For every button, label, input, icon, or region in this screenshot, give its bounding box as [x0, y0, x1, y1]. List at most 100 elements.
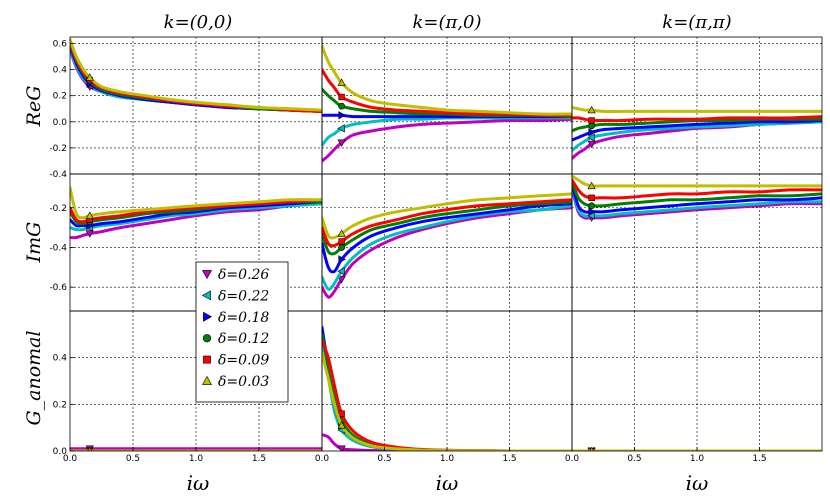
x-tick-label: 1.5 — [752, 454, 766, 464]
x-tick-label: 0.0 — [63, 454, 78, 464]
xlabel-col-1: iω — [436, 471, 459, 495]
legend-entry: δ=0.26 — [201, 267, 269, 283]
y-tick-label: 0.6 — [53, 40, 68, 50]
legend-label: δ=0.22 — [218, 288, 269, 304]
series-line-δ=0.09 — [322, 339, 572, 451]
series-group — [572, 446, 822, 451]
series-line-δ=0.12 — [572, 180, 822, 208]
series-marker-δ=0.22 — [337, 124, 345, 133]
series-group — [322, 44, 572, 163]
x-tick-label: 0.5 — [126, 454, 140, 464]
series-marker-δ=0.03 — [85, 73, 94, 81]
series-marker-δ=0.26 — [337, 445, 346, 451]
series-marker-δ=0.03 — [337, 229, 346, 237]
panel-ImG-col1 — [321, 173, 573, 312]
y-tick-label: -0.6 — [49, 283, 67, 293]
series-group — [572, 105, 822, 160]
series-marker-δ=0.03 — [587, 181, 596, 190]
legend-entry: δ=0.03 — [201, 374, 269, 390]
series-line-δ=0.03 — [70, 186, 322, 220]
series-marker-δ=0.09 — [338, 93, 345, 101]
ylabel-ganomal: G_anomal — [23, 330, 45, 425]
series-marker-δ=0.26 — [337, 139, 346, 147]
y-tick-label: 0.4 — [53, 66, 68, 76]
panel-G_anomal-col1: 0.0 0.5 1.0 1.5 — [315, 310, 573, 464]
x-tick-label: 1.0 — [440, 454, 455, 464]
x-tick-label: 1.0 — [189, 454, 204, 464]
legend-label: δ=0.18 — [218, 310, 269, 326]
y-tick-label: -0.4 — [49, 170, 67, 180]
series-group — [70, 38, 322, 113]
legend-label: δ=0.26 — [218, 267, 269, 283]
series-marker-δ=0.12 — [338, 102, 345, 110]
panel-ImG-col2 — [571, 173, 823, 312]
series-line-δ=0.09 — [322, 198, 572, 248]
series-line-δ=0.26 — [322, 117, 572, 163]
series-marker-δ=0.03 — [587, 105, 596, 114]
series-line-δ=0.09 — [572, 178, 822, 200]
series-line-δ=0.03 — [322, 351, 572, 451]
legend-marker — [203, 311, 213, 322]
plot-panels: -0.4 -0.2 0.0 0.2 0.4 0.6 -0.6 -0.4 -0.2 0.0 0.2 0.… — [49, 36, 823, 464]
series-marker-δ=0.22 — [337, 267, 345, 276]
legend-label: δ=0.03 — [218, 374, 269, 390]
series-group — [572, 174, 822, 222]
series-line-δ=0.18 — [322, 202, 572, 274]
legend-entry: δ=0.18 — [203, 310, 269, 326]
y-tick-label: -0.4 — [49, 243, 67, 253]
series-marker-δ=0.09 — [338, 238, 345, 245]
ylabel-img: ImG — [23, 222, 45, 264]
series-line-δ=0.26 — [572, 186, 822, 220]
panel-G_anomal-col2: 0.0 0.5 1.0 1.5 — [565, 310, 823, 464]
series-marker-δ=0.26 — [337, 276, 346, 284]
series-marker-δ=0.03 — [85, 211, 94, 219]
xlabel-col-0: iω — [187, 471, 210, 495]
x-tick-label: 1.5 — [502, 454, 516, 464]
series-line-δ=0.22 — [70, 202, 322, 232]
series-line-δ=0.09 — [572, 115, 822, 123]
series-line-δ=0.22 — [572, 184, 822, 218]
series-marker-δ=0.09 — [338, 410, 345, 417]
series-line-δ=0.18 — [70, 200, 322, 228]
legend-marker — [201, 290, 211, 301]
y-tick-label: 0.4 — [53, 354, 68, 364]
series-line-δ=0.22 — [572, 120, 822, 152]
series-line-δ=0.18 — [572, 182, 822, 214]
legend-marker — [201, 375, 213, 385]
series-line-δ=0.18 — [572, 119, 822, 142]
title-k-pi-0: k=(π,0) — [412, 12, 481, 33]
series-marker-δ=0.22 — [587, 133, 595, 142]
series-marker-δ=0.18 — [338, 255, 346, 264]
series-line-δ=0.26 — [322, 206, 572, 299]
series-line-δ=0.26 — [70, 202, 322, 240]
y-tick-label: 0.0 — [53, 447, 68, 457]
legend-marker — [202, 334, 212, 343]
x-tick-label: 0.0 — [565, 454, 580, 464]
series-marker-δ=0.12 — [588, 202, 595, 210]
x-tick-label: 0.5 — [627, 454, 641, 464]
legend-marker — [201, 270, 213, 280]
series-line-δ=0.12 — [322, 200, 572, 256]
series-line-δ=0.03 — [572, 174, 822, 188]
legend: δ=0.26 δ=0.22 δ=0.18 δ=0.12 δ=0.09 δ=0.03 — [195, 261, 289, 403]
series-marker-δ=0.26 — [587, 140, 596, 149]
series-marker-δ=0.26 — [85, 230, 94, 238]
x-tick-label: 1.0 — [690, 454, 705, 464]
legend-box — [195, 261, 289, 403]
ylabel-reg: ReG — [23, 86, 45, 128]
panel-ReG-col1 — [321, 36, 573, 175]
xlabel-col-2: iω — [686, 471, 709, 495]
column-titles: k=(0,0) k=(π,0) k=(π,π) — [164, 12, 732, 33]
legend-entry: δ=0.22 — [201, 288, 269, 304]
y-tick-label: 0.0 — [53, 118, 68, 128]
panel-ReG-col2 — [571, 36, 823, 175]
series-line-δ=0.03 — [572, 106, 822, 113]
x-tick-label: 1.5 — [252, 454, 266, 464]
legend-label: δ=0.09 — [218, 353, 269, 369]
series-group — [322, 325, 572, 451]
series-line-δ=0.22 — [322, 204, 572, 291]
legend-entry: δ=0.09 — [203, 353, 269, 369]
series-group — [322, 192, 572, 299]
series-marker-δ=0.03 — [337, 421, 346, 429]
